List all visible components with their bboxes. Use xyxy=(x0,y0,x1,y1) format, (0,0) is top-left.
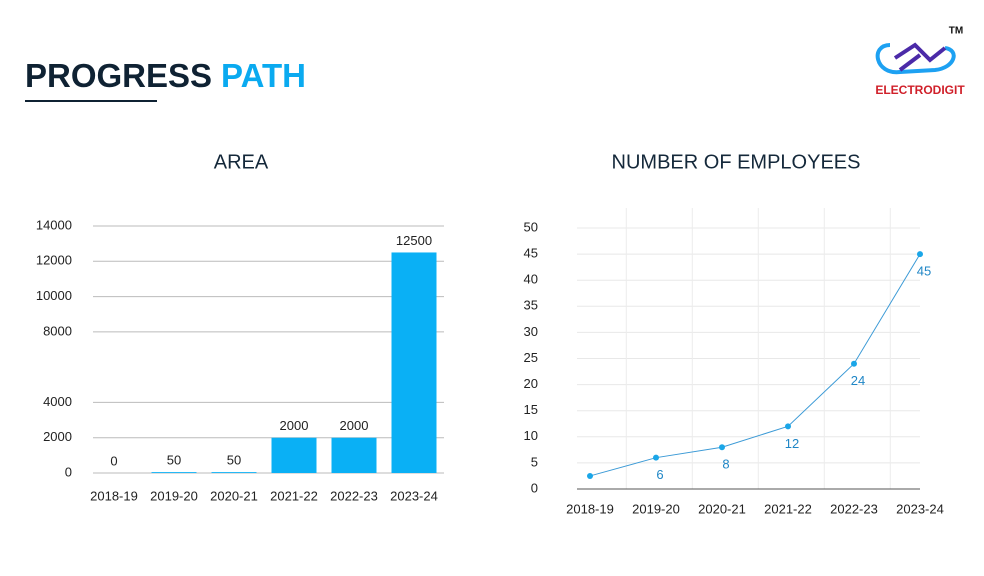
x-tick-label: 2020-21 xyxy=(210,488,258,503)
y-tick-label: 8000 xyxy=(43,323,72,338)
x-tick-label: 2018-19 xyxy=(90,488,138,503)
data-label: 6 xyxy=(656,467,663,482)
page-title: PROGRESS PATH xyxy=(25,57,306,94)
y-tick-label: 5 xyxy=(531,454,538,469)
y-tick-label: 40 xyxy=(524,272,538,287)
x-tick-label: 2023-24 xyxy=(896,501,944,516)
point xyxy=(587,472,593,479)
logo: ELECTRODIGIT TM xyxy=(875,26,965,98)
x-tick-label: 2023-24 xyxy=(390,488,438,503)
x-tick-label: 2019-20 xyxy=(150,488,198,503)
data-label: 12 xyxy=(785,436,799,451)
y-tick-label: 0 xyxy=(65,464,72,479)
y-tick-label: 2000 xyxy=(43,429,72,444)
data-label: 45 xyxy=(917,264,931,279)
x-tick-label: 2022-23 xyxy=(830,501,878,516)
y-tick-label: 20 xyxy=(524,376,538,391)
data-label: 50 xyxy=(167,453,181,468)
y-tick-label: 50 xyxy=(524,219,538,234)
data-label: 12500 xyxy=(396,233,432,248)
y-tick-label: 4000 xyxy=(43,394,72,409)
chart-title: NUMBER OF EMPLOYEES xyxy=(612,151,861,173)
data-label: 8 xyxy=(722,457,729,472)
x-tick-label: 2022-23 xyxy=(330,488,378,503)
x-tick-label: 2021-22 xyxy=(764,501,812,516)
y-tick-label: 12000 xyxy=(36,253,72,268)
bar xyxy=(331,437,377,473)
bar xyxy=(271,437,317,473)
x-tick-label: 2021-22 xyxy=(270,488,318,503)
y-tick-label: 25 xyxy=(524,350,538,365)
title-second: PATH xyxy=(221,57,306,94)
title-first: PROGRESS xyxy=(25,57,212,94)
y-tick-label: 30 xyxy=(524,324,538,339)
x-tick-label: 2019-20 xyxy=(632,501,680,516)
data-label: 50 xyxy=(227,453,241,468)
x-tick-label: 2020-21 xyxy=(698,501,746,516)
chart-title: AREA xyxy=(214,151,269,173)
y-tick-label: 0 xyxy=(531,480,538,495)
y-tick-label: 14000 xyxy=(36,217,72,232)
data-label: 2000 xyxy=(340,418,369,433)
logo-swirl xyxy=(875,43,956,75)
bar xyxy=(151,472,197,473)
data-label: 24 xyxy=(851,373,865,388)
line xyxy=(589,253,921,477)
point xyxy=(653,454,659,461)
logo-name: ELECTRODIGIT xyxy=(875,83,965,97)
data-label: 2000 xyxy=(280,418,309,433)
y-tick-label: 15 xyxy=(524,402,538,417)
y-tick-label: 35 xyxy=(524,298,538,313)
logo-mark xyxy=(893,42,947,72)
y-tick-label: 45 xyxy=(524,246,538,261)
point xyxy=(917,251,923,258)
trademark: TM xyxy=(949,26,963,37)
point xyxy=(785,423,791,430)
bar xyxy=(391,252,437,473)
point xyxy=(851,360,857,367)
bar xyxy=(211,472,257,473)
y-tick-label: 10000 xyxy=(36,288,72,303)
point xyxy=(719,444,725,451)
x-tick-label: 2018-19 xyxy=(566,501,614,516)
y-tick-label: 10 xyxy=(524,428,538,443)
data-label: 0 xyxy=(110,453,117,468)
